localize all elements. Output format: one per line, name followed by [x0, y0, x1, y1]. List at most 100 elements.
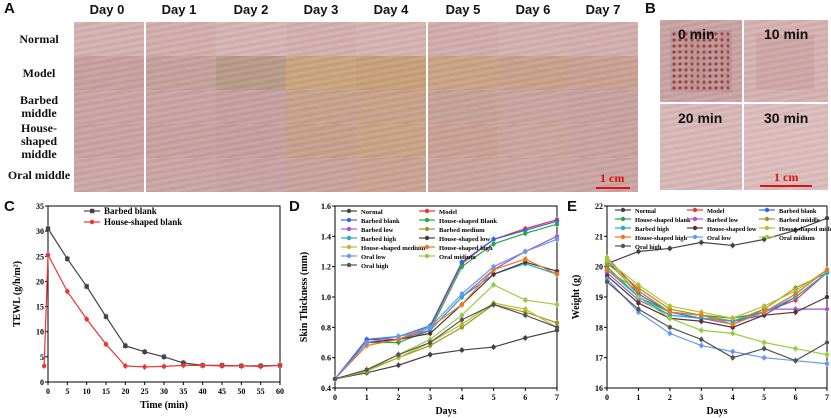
x-tick-label: 0	[46, 387, 50, 396]
needle-dot	[690, 68, 694, 72]
legend-marker	[692, 207, 698, 213]
series-line	[606, 269, 828, 325]
y-tick-label: 15	[36, 303, 44, 312]
needle-dot	[702, 68, 706, 72]
legend-label: Barbed blank	[779, 208, 817, 215]
skin-photo	[74, 22, 144, 56]
needle-dot	[672, 74, 676, 78]
series-line	[334, 238, 558, 380]
skin-photo	[744, 104, 828, 190]
x-tick-label: 7	[825, 393, 829, 402]
needle-dot	[696, 56, 700, 60]
needle-dot	[708, 86, 712, 90]
skin-photo	[146, 90, 216, 124]
legend-label: House-shaped medium	[361, 245, 426, 252]
needle-dot	[678, 86, 682, 90]
legend-label: Oral low	[361, 254, 386, 261]
series-line	[334, 220, 558, 380]
y-tick-label: 25	[36, 252, 44, 261]
skin-photo	[216, 22, 286, 56]
needle-dot	[702, 56, 706, 60]
legend-label: Model	[439, 209, 457, 216]
needle-dot	[678, 74, 682, 78]
needle-dot	[678, 80, 682, 84]
legend-marker	[692, 234, 698, 240]
needle-dot	[714, 50, 718, 54]
needle-dot	[684, 74, 688, 78]
x-tick-label: 3	[699, 393, 703, 402]
x-tick-label: 50	[237, 387, 245, 396]
y-tick-label: 1.0	[321, 293, 331, 302]
needle-dot	[714, 32, 718, 36]
legend-label: House-shaped blank	[635, 217, 691, 224]
needle-dot	[684, 56, 688, 60]
skin-photo	[660, 104, 742, 190]
y-tick-label: 35	[36, 202, 44, 211]
needle-dot	[714, 38, 718, 42]
x-tick-label: 5	[65, 387, 69, 396]
skin-photo	[568, 124, 638, 158]
y-axis-label: Skin Thickness (mm)	[299, 252, 310, 342]
weight-line-chart: 0 1 2 3 4 5 6 7 16 17 18 19 20 21 22 Days Weight (g) Norm…	[571, 202, 831, 417]
needle-dot	[708, 56, 712, 60]
needle-dot	[726, 86, 730, 90]
skin-photo	[356, 22, 426, 56]
y-tick-label: 18	[595, 323, 603, 332]
panel-label-a: A	[4, 0, 15, 17]
needle-dot	[696, 86, 700, 90]
legend-marker	[346, 208, 352, 214]
needle-dot	[720, 50, 724, 54]
series-line	[606, 263, 828, 322]
skin-photo	[356, 90, 426, 124]
day-label: Day 0	[89, 2, 125, 17]
needle-dot	[672, 50, 676, 54]
legend-label: House-shaped middle	[779, 226, 831, 233]
needle-dot	[720, 62, 724, 66]
x-tick-label: 0	[605, 393, 609, 402]
legend-label: Oral midium	[779, 235, 815, 242]
needle-dot	[672, 86, 676, 90]
skin-photo	[498, 56, 568, 90]
y-tick-label: 0.6	[321, 354, 331, 363]
time-label: 20 min	[678, 110, 723, 126]
y-axis-label: Weight (g)	[571, 275, 582, 320]
time-label: 10 min	[764, 26, 809, 42]
x-tick-label: 5	[492, 393, 496, 402]
row-label: Barbed middle	[19, 93, 58, 120]
x-tick-label: 55	[257, 387, 265, 396]
legend-marker	[346, 235, 352, 241]
skin-photo	[286, 56, 356, 90]
needle-dot	[702, 50, 706, 54]
legend-label: Normal	[635, 208, 656, 215]
x-tick-label: 1	[636, 393, 640, 402]
y-tick-label: 22	[595, 202, 603, 211]
y-tick-label: 0.4	[321, 384, 331, 393]
series-line	[334, 303, 558, 380]
skin-thickness-line-chart: 0 1 2 3 4 5 6 7 0.4 0.6 0.8 1.0 1.2 1.4 1.6 Days Skin Th…	[299, 202, 560, 417]
legend-marker	[620, 207, 626, 213]
needle-dot	[702, 62, 706, 66]
series-line	[606, 281, 828, 362]
day-label: Day 7	[585, 2, 621, 17]
legend-label: House-shaped blank	[104, 217, 182, 227]
legend-label: House-shaped high	[635, 235, 687, 242]
needle-dot	[708, 50, 712, 54]
needle-dot	[714, 44, 718, 48]
day-label: Day 3	[303, 2, 339, 17]
x-axis-label: Days	[706, 406, 727, 417]
day-label: Day 1	[161, 2, 197, 17]
needle-dot	[684, 86, 688, 90]
legend-label: Barbed blank	[361, 218, 400, 225]
skin-photo	[216, 124, 286, 158]
row-label: Oral middle	[7, 167, 71, 182]
needle-dot	[714, 68, 718, 72]
skin-photo	[498, 124, 568, 158]
needle-dot	[726, 32, 730, 36]
legend-marker	[620, 234, 626, 240]
needle-dot	[714, 80, 718, 84]
y-tick-label: 20	[595, 263, 603, 272]
legend-marker	[764, 216, 770, 222]
needle-dot	[696, 80, 700, 84]
needle-dot	[678, 68, 682, 72]
skin-photo	[286, 124, 356, 158]
